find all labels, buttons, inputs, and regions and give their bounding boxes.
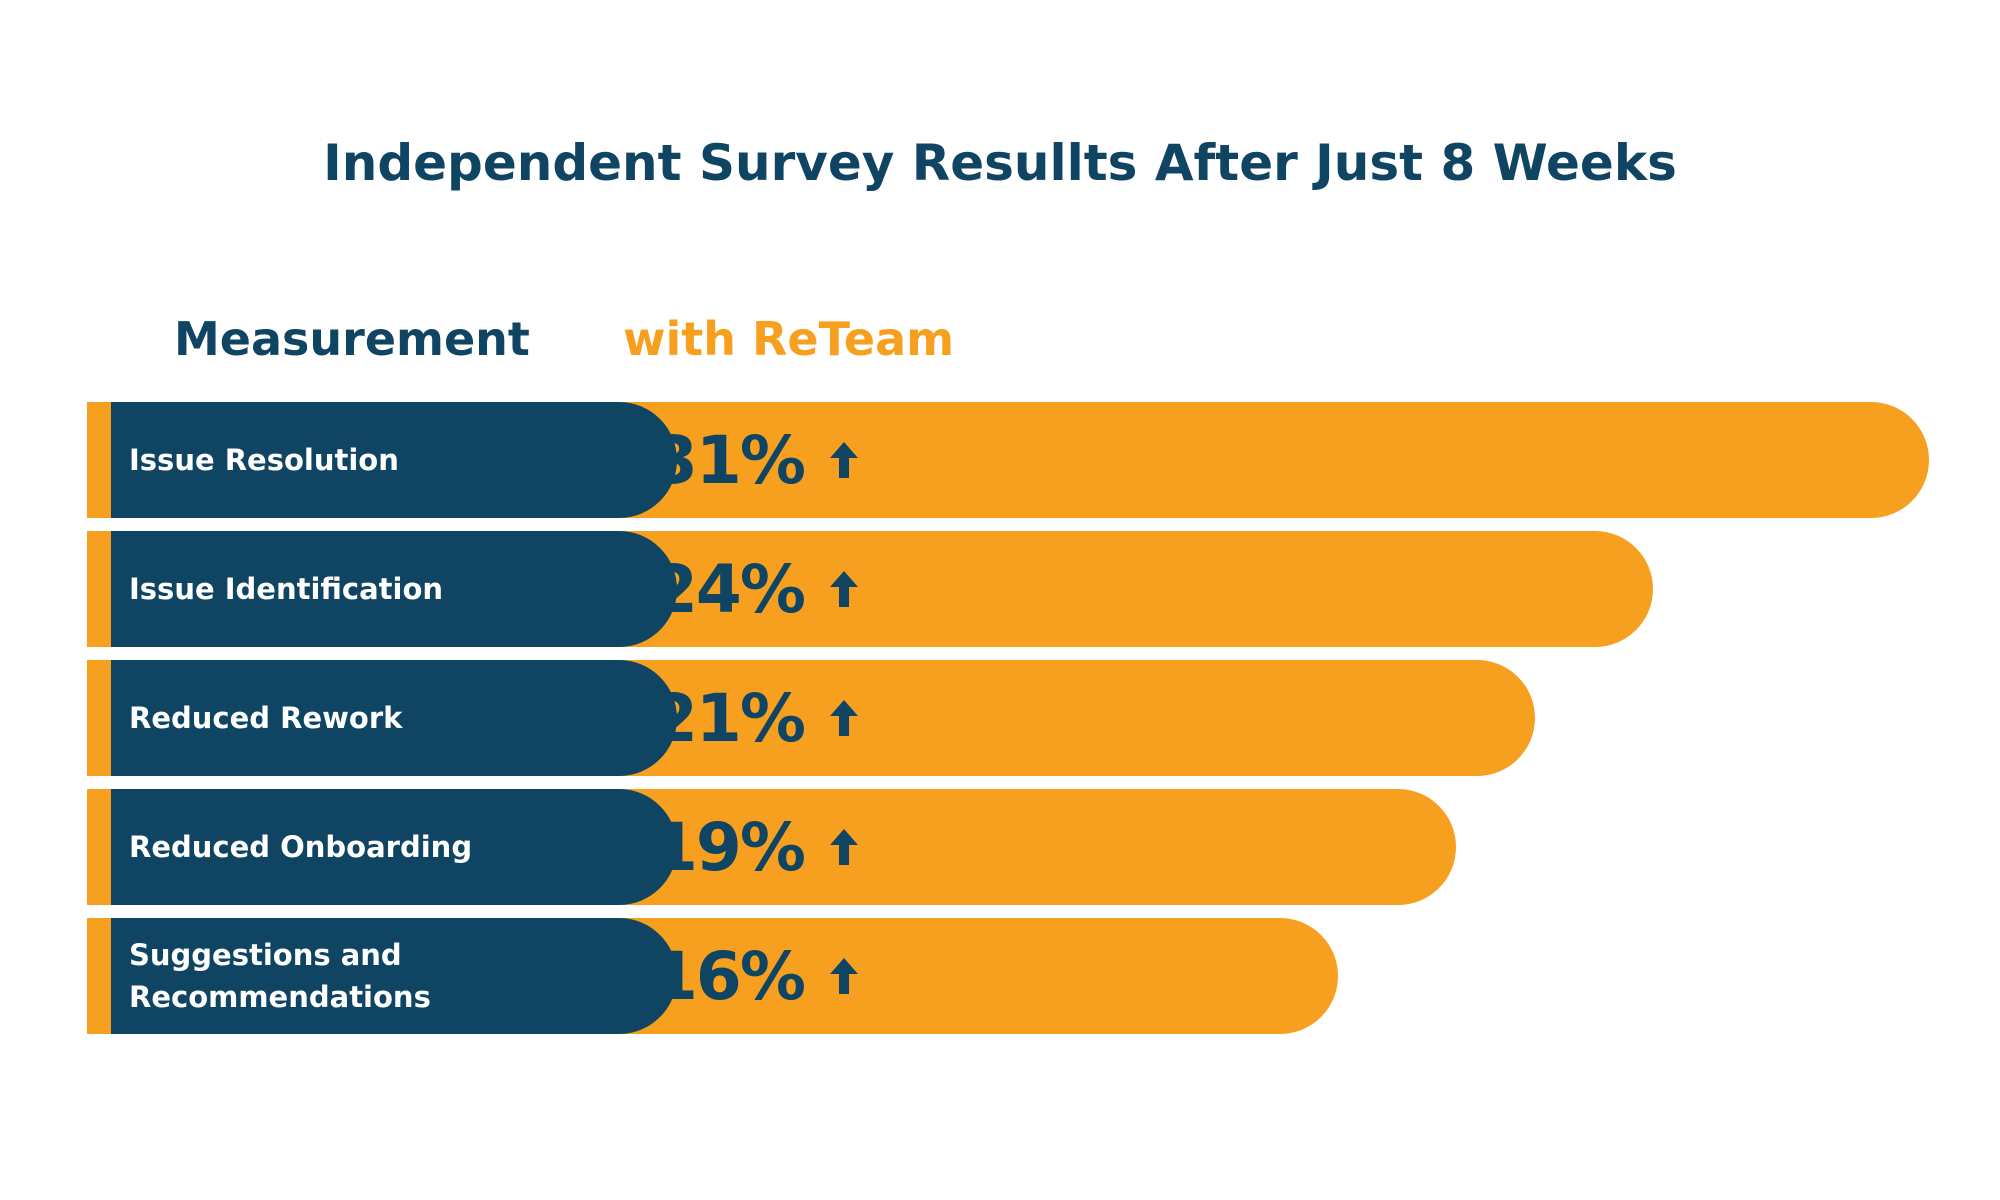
data-label: 16%: [652, 937, 806, 1015]
bar-row: Issue Identification 24%: [87, 531, 1929, 647]
data-label: 19%: [652, 808, 806, 886]
arrow-up-icon: [829, 829, 858, 865]
category-label-block: Suggestions and Recommendations: [111, 918, 677, 1034]
category-label: Issue Identification: [129, 572, 444, 606]
arrow-up-icon: [829, 442, 858, 478]
chart-title: Independent Survey Resullts After Just 8…: [323, 134, 1677, 192]
data-label: 24%: [652, 550, 806, 628]
with-reteam-column-header: with ReTeam: [623, 312, 955, 366]
arrow-up-icon: [829, 571, 858, 607]
category-label: Issue Resolution: [129, 443, 399, 477]
arrow-up-icon: [829, 700, 858, 736]
category-label: Suggestions and Recommendations: [129, 938, 431, 1014]
arrow-up-icon: [829, 958, 858, 994]
value-group: 21%: [652, 660, 862, 776]
measurement-column-header: Measurement: [174, 312, 530, 366]
value-group: 19%: [652, 789, 862, 905]
category-label-block: Reduced Onboarding: [111, 789, 677, 905]
category-label: Reduced Rework: [129, 701, 403, 735]
category-label-block: Issue Resolution: [111, 402, 677, 518]
bar-row: Reduced Rework 21%: [87, 660, 1929, 776]
value-group: 24%: [652, 531, 862, 647]
data-label: 21%: [652, 679, 806, 757]
data-label: 31%: [652, 421, 806, 499]
category-label-block: Issue Identification: [111, 531, 677, 647]
value-group: 16%: [652, 918, 862, 1034]
bar-row: Suggestions and Recommendations 16%: [87, 918, 1929, 1034]
category-label: Reduced Onboarding: [129, 830, 473, 864]
bar-row: Reduced Onboarding 19%: [87, 789, 1929, 905]
category-label-block: Reduced Rework: [111, 660, 677, 776]
value-group: 31%: [652, 402, 862, 518]
bar-row: Issue Resolution 31%: [87, 402, 1929, 518]
